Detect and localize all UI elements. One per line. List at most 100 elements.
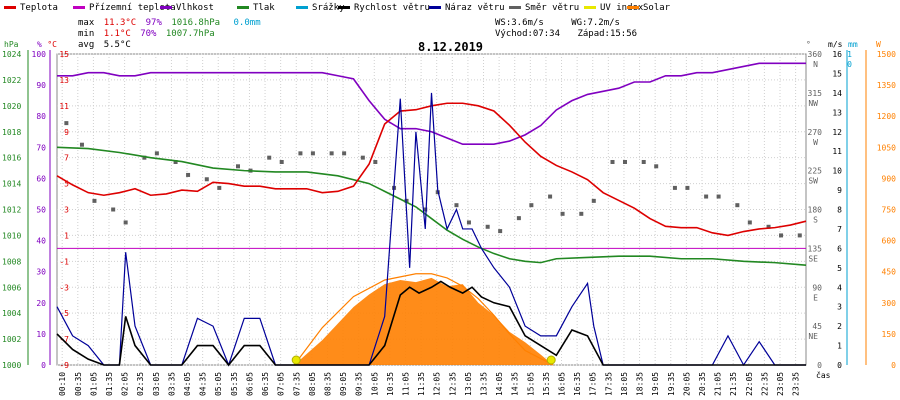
ms-tick: 12 bbox=[832, 128, 842, 137]
time-tick: 03:35 bbox=[167, 372, 176, 396]
w-tick: 1500 bbox=[877, 50, 896, 59]
chart-title: 8.12.2019 bbox=[418, 40, 484, 54]
deg-unit: ° bbox=[806, 40, 811, 49]
hpa-tick: 1016 bbox=[2, 154, 21, 163]
w-tick: 1050 bbox=[877, 143, 896, 152]
c-tick: 13 bbox=[59, 76, 69, 85]
time-tick: 22:35 bbox=[760, 372, 769, 396]
wind-dir-point bbox=[204, 177, 209, 182]
deg-tick: 45 bbox=[812, 322, 822, 331]
hpa-tick: 1014 bbox=[2, 180, 21, 189]
wind-dir-point bbox=[79, 142, 84, 147]
stat-max-label: max bbox=[78, 18, 95, 28]
ms-tick: 14 bbox=[832, 89, 842, 98]
wind-dir-point bbox=[622, 159, 627, 164]
time-tick: 16:05 bbox=[558, 372, 567, 396]
legend-label: Rychlost větru bbox=[354, 3, 430, 13]
legend-label: Vlhkost bbox=[176, 3, 214, 13]
time-tick: 11:35 bbox=[417, 372, 426, 396]
time-tick: 11:05 bbox=[401, 372, 410, 396]
solar-clear-sky-line bbox=[293, 273, 554, 366]
stat-min-hum: 70% bbox=[140, 29, 157, 39]
sun-info: Východ:07:34 Západ:15:56 bbox=[495, 29, 641, 39]
legend-swatch bbox=[160, 6, 172, 9]
legend-swatch bbox=[584, 6, 596, 9]
legend-swatch bbox=[338, 6, 350, 9]
deg-tick: 225 bbox=[808, 167, 823, 176]
wind-dir-point bbox=[498, 229, 503, 234]
time-tick: 12:35 bbox=[448, 372, 457, 396]
wind-dir-point bbox=[591, 198, 596, 203]
dir-tick: NW bbox=[808, 99, 818, 108]
stats-min: min 1.1°C 70% 1007.7hPa bbox=[78, 29, 219, 39]
ms-tick: 9 bbox=[837, 186, 842, 195]
hpa-tick: 1018 bbox=[2, 128, 21, 137]
legend-label: Solar bbox=[643, 3, 671, 13]
legend-item: Přízemní teplota bbox=[73, 3, 176, 13]
legend-swatch bbox=[296, 6, 308, 9]
legend-label: Teplota bbox=[20, 3, 58, 13]
time-tick: 04:35 bbox=[199, 372, 208, 396]
wind-dir-point bbox=[454, 203, 459, 208]
w-tick: 150 bbox=[882, 330, 897, 339]
time-tick: 08:35 bbox=[323, 372, 332, 396]
hpa-tick: 1012 bbox=[2, 206, 21, 215]
time-tick: 20:35 bbox=[698, 372, 707, 396]
stat-avg-temp: 5.5°C bbox=[103, 40, 131, 50]
wind-dir-point bbox=[747, 220, 752, 225]
wind-dir-point bbox=[685, 185, 690, 190]
w-tick: 0 bbox=[891, 361, 896, 370]
ms-tick: 8 bbox=[837, 206, 842, 215]
deg-tick: 180 bbox=[808, 206, 823, 215]
legend-item: Vlhkost bbox=[160, 3, 214, 13]
legend-swatch bbox=[4, 6, 16, 9]
wind-dir-point bbox=[267, 155, 272, 160]
stats-max: max 11.3°C 97% 1016.8hPa 0.0mm bbox=[78, 18, 265, 28]
time-tick: 02:05 bbox=[121, 372, 130, 396]
dir-tick: E bbox=[813, 293, 818, 302]
time-tick: 09:05 bbox=[339, 372, 348, 396]
legend-item: Náraz větru bbox=[429, 3, 505, 13]
solar-area bbox=[294, 277, 554, 365]
wind-dir-point bbox=[641, 159, 646, 164]
wind-dir-point bbox=[672, 185, 677, 190]
w-tick: 300 bbox=[882, 299, 897, 308]
ms-tick: 2 bbox=[837, 322, 842, 331]
c-tick: -3 bbox=[59, 283, 69, 292]
wind-dir-point bbox=[654, 164, 659, 169]
time-tick: 19:35 bbox=[667, 372, 676, 396]
legend: Teplota Přízemní teplota Vlhkost Tlak Srážky… bbox=[0, 0, 900, 16]
stat-max-hum: 97% bbox=[145, 18, 162, 28]
legend-swatch bbox=[509, 6, 521, 9]
c-tick: 7 bbox=[64, 154, 69, 163]
c-tick: -1 bbox=[59, 257, 69, 266]
wind-dir-point bbox=[310, 151, 315, 156]
pct-tick: 20 bbox=[36, 299, 46, 308]
deg-tick: 270 bbox=[808, 128, 823, 137]
hpa-tick: 1024 bbox=[2, 50, 21, 59]
wind-dir-point bbox=[716, 194, 721, 199]
pct-tick: 100 bbox=[32, 50, 47, 59]
time-tick: 10:35 bbox=[386, 372, 395, 396]
wind-dir-point bbox=[111, 207, 116, 212]
time-tick: 12:05 bbox=[433, 372, 442, 396]
ms-tick: 4 bbox=[837, 283, 842, 292]
time-tick: 20:05 bbox=[682, 372, 691, 396]
pct-tick: 30 bbox=[36, 268, 46, 277]
wind-dir-point bbox=[92, 198, 97, 203]
legend-label: Srážky bbox=[312, 3, 345, 13]
ms-tick: 11 bbox=[832, 147, 842, 156]
hpa-tick: 1020 bbox=[2, 102, 21, 111]
wind-dir-point bbox=[579, 211, 584, 216]
legend-label: Náraz větru bbox=[445, 3, 505, 13]
pct-unit: % bbox=[37, 40, 42, 49]
c-tick: 11 bbox=[59, 102, 69, 111]
ms-tick: 5 bbox=[837, 264, 842, 273]
legend-swatch bbox=[237, 6, 249, 9]
stat-avg-label: avg bbox=[78, 40, 95, 50]
time-tick: 14:35 bbox=[511, 372, 520, 396]
time-tick: 05:35 bbox=[230, 372, 239, 396]
time-tick: 16:35 bbox=[573, 372, 582, 396]
deg-tick: 135 bbox=[808, 244, 823, 253]
time-tick: 07:35 bbox=[292, 372, 301, 396]
